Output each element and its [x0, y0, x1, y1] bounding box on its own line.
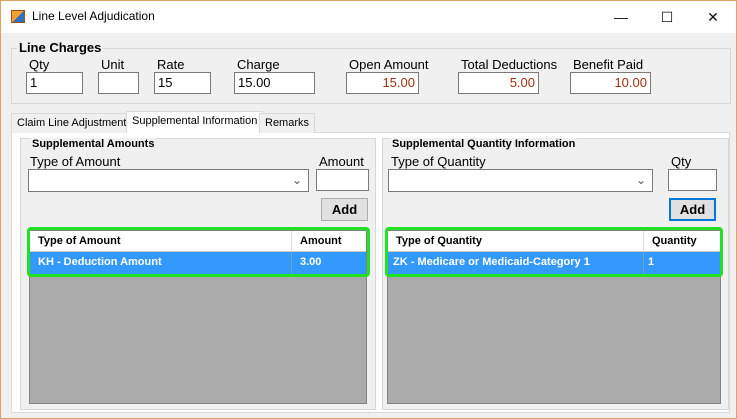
open-amount-field: 15.00 — [346, 72, 419, 94]
quantity-input[interactable] — [668, 169, 717, 191]
title-bar: Line Level Adjudication — ☐ ✕ — [1, 1, 736, 33]
chevron-down-icon: ⌄ — [291, 173, 302, 187]
cell-quantity: 1 — [648, 256, 655, 268]
benefit-paid-field: 10.00 — [570, 72, 651, 94]
type-of-quantity-dropdown[interactable]: ⌄ — [388, 169, 653, 192]
unit-input[interactable] — [98, 72, 139, 94]
cell-type: KH - Deduction Amount — [30, 252, 292, 274]
line-charges-group — [11, 48, 731, 104]
qty-label: Qty — [671, 154, 692, 169]
supplemental-quantity-title: Supplemental Quantity Information — [390, 138, 578, 150]
grid-header: Type of Quantity Quantity — [388, 231, 720, 252]
grid-header: Type of Amount Amount — [30, 231, 366, 252]
qty-input[interactable]: 1 — [26, 72, 83, 94]
cell-amount: 3.00 — [300, 256, 322, 268]
maximize-button[interactable]: ☐ — [660, 8, 674, 25]
open-amount-label: Open Amount — [349, 57, 429, 72]
column-header-type-of-amount[interactable]: Type of Amount — [30, 231, 292, 251]
app-icon — [11, 10, 25, 23]
table-row[interactable]: ZK - Medicare or Medicaid-Category 1 1 — [388, 252, 720, 274]
amount-label: Amount — [319, 154, 364, 169]
unit-label: Unit — [101, 57, 125, 72]
tab-supplemental-information[interactable]: Supplemental Information — [126, 111, 264, 133]
window-title: Line Level Adjudication — [32, 9, 155, 23]
minimize-button[interactable]: — — [614, 9, 628, 25]
highlight-box — [27, 227, 370, 277]
type-of-amount-label: Type of Amount — [30, 154, 121, 169]
column-header-amount[interactable]: Amount — [300, 235, 342, 247]
type-of-amount-dropdown[interactable]: ⌄ — [28, 169, 309, 192]
rate-input[interactable]: 15 — [154, 72, 211, 94]
total-deductions-label: Total Deductions — [461, 57, 558, 72]
add-amount-button[interactable]: Add — [321, 198, 368, 221]
quantity-grid[interactable]: Type of Quantity Quantity ZK - Medicare … — [387, 230, 721, 404]
column-header-type-of-quantity[interactable]: Type of Quantity — [388, 231, 644, 251]
rate-label: Rate — [157, 57, 185, 72]
amount-input[interactable] — [316, 169, 369, 191]
supplemental-amounts-title: Supplemental Amounts — [30, 138, 157, 150]
close-button[interactable]: ✕ — [707, 8, 719, 25]
total-deductions-field: 5.00 — [458, 72, 539, 94]
column-header-quantity[interactable]: Quantity — [652, 235, 697, 247]
table-row[interactable]: KH - Deduction Amount 3.00 — [30, 252, 366, 274]
benefit-paid-label: Benefit Paid — [573, 57, 644, 72]
line-charges-title: Line Charges — [17, 40, 104, 55]
add-quantity-button[interactable]: Add — [669, 198, 716, 221]
charge-input[interactable]: 15.00 — [234, 72, 315, 94]
tab-claim-line-adjustment[interactable]: Claim Line Adjustment — [11, 113, 133, 133]
charge-label: Charge — [237, 57, 280, 72]
qty-label: Qty — [29, 57, 50, 72]
chevron-down-icon: ⌄ — [635, 173, 646, 187]
highlight-box — [385, 227, 723, 277]
tab-remarks[interactable]: Remarks — [259, 113, 316, 133]
amounts-grid[interactable]: Type of Amount Amount KH - Deduction Amo… — [29, 230, 367, 404]
cell-type: ZK - Medicare or Medicaid-Category 1 — [388, 252, 644, 274]
type-of-quantity-label: Type of Quantity — [391, 154, 486, 169]
